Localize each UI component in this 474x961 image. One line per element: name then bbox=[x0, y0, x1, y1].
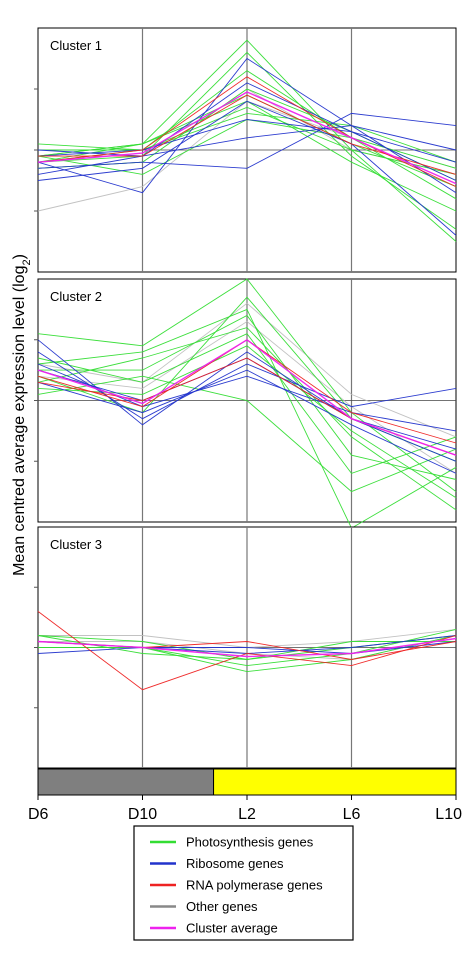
series-line-ribosome bbox=[37, 641, 457, 654]
series-line-photosynthesis bbox=[38, 314, 457, 480]
series-line-photosynthesis bbox=[37, 375, 457, 493]
condition-bar-dark bbox=[37, 768, 215, 796]
x-tick-label: L2 bbox=[238, 806, 256, 823]
series-line-photosynthesis bbox=[37, 308, 457, 529]
series-line-photosynthesis bbox=[37, 51, 457, 230]
condition-bar bbox=[37, 768, 457, 796]
svg-text:Mean centred average expressio: Mean centred average expression level (l… bbox=[11, 254, 33, 576]
y-axis-label: Mean centred average expression level (l… bbox=[11, 254, 33, 576]
y-axis-label-subscript: 2 bbox=[21, 259, 33, 265]
series-line-cluster_average bbox=[37, 338, 457, 456]
legend-label-ribosome: Ribosome genes bbox=[186, 856, 284, 871]
series-line-ribosome bbox=[37, 82, 457, 181]
panel-3: Cluster 3 bbox=[34, 526, 457, 769]
condition-bar-light bbox=[213, 768, 457, 796]
y-axis-label-text: Mean centred average expression level (l… bbox=[11, 266, 28, 576]
panel-2: Cluster 2 bbox=[34, 278, 457, 529]
series-line-rna_polymerase bbox=[37, 611, 457, 691]
cluster-label: Cluster 2 bbox=[50, 289, 102, 304]
series-line-other bbox=[37, 302, 457, 438]
legend-box bbox=[133, 825, 354, 941]
x-tick-label: L10 bbox=[435, 806, 462, 823]
series-line-ribosome bbox=[37, 119, 457, 163]
series-line-cluster_average bbox=[37, 91, 457, 185]
legend-label-other: Other genes bbox=[186, 899, 258, 914]
series-line-photosynthesis bbox=[37, 333, 457, 474]
cluster-label: Cluster 1 bbox=[50, 38, 102, 53]
legend-label-photosynthesis: Photosynthesis genes bbox=[186, 835, 314, 850]
legend-label-rna_polymerase: RNA polymerase genes bbox=[186, 878, 323, 893]
panels: Cluster 1 Cluster 2 Cluster 3 bbox=[34, 27, 457, 769]
cluster-label: Cluster 3 bbox=[50, 537, 102, 552]
series-line-ribosome bbox=[37, 112, 457, 169]
series-line-photosynthesis bbox=[37, 106, 457, 175]
x-tick-label: D6 bbox=[28, 806, 49, 823]
y-axis-label-close: ) bbox=[11, 254, 28, 259]
x-tick-label: D10 bbox=[128, 806, 157, 823]
series-line-ribosome bbox=[37, 100, 457, 236]
x-tick-labels: D6 D10 L2 L6 L10 bbox=[28, 795, 462, 823]
series-line-photosynthesis bbox=[37, 278, 457, 492]
legend: Photosynthesis genes Ribosome genes RNA po… bbox=[133, 825, 354, 941]
panel-1: Cluster 1 bbox=[34, 27, 457, 273]
legend-label-cluster_average: Cluster average bbox=[186, 921, 278, 936]
series-line-ribosome bbox=[37, 369, 457, 474]
x-tick-label: L6 bbox=[343, 806, 361, 823]
series-line-cluster_average bbox=[37, 637, 457, 658]
